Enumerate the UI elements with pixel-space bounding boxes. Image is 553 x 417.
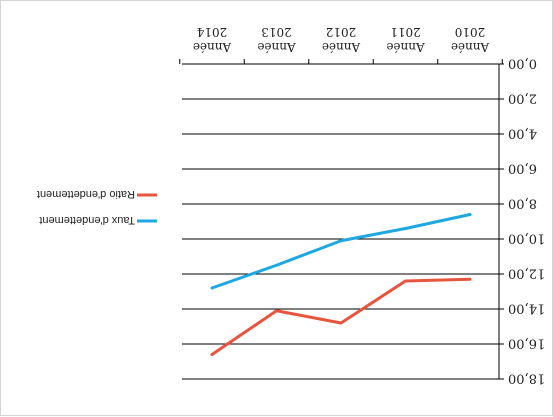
data-point xyxy=(275,309,278,313)
y-tick-label: 2,00 xyxy=(508,91,537,106)
series-lines xyxy=(210,213,472,356)
series-line xyxy=(210,213,472,290)
y-tick-label: 10,00 xyxy=(508,231,545,246)
y-tick-label: 12,00 xyxy=(508,266,545,281)
legend-label: Ratio d'endettement xyxy=(37,188,135,200)
y-tick-label: 8,00 xyxy=(508,196,537,211)
y-tick-label: 4,00 xyxy=(508,126,537,141)
data-point xyxy=(210,286,214,290)
legend: Taux d'endettement Ratio d'endettement xyxy=(37,188,157,226)
data-point xyxy=(339,239,343,243)
gridlines xyxy=(182,63,499,380)
y-tick-label: 16,00 xyxy=(508,336,545,351)
x-tick-labels: Année2010 Année2011 Année2012 Année2013 Anné… xyxy=(193,25,490,54)
y-tick-label: 14,00 xyxy=(508,301,545,316)
y-tick-label: 18,00 xyxy=(508,371,545,386)
data-point xyxy=(210,353,214,356)
data-point xyxy=(339,321,343,325)
data-point xyxy=(404,279,407,283)
data-point xyxy=(468,213,472,216)
x-tick-label: Année2012 xyxy=(322,25,361,54)
y-tick-label: 6,00 xyxy=(508,161,537,176)
legend-label: Taux d'endettement xyxy=(39,214,135,226)
series-line xyxy=(210,277,472,356)
x-tick-label: Année2013 xyxy=(257,25,296,54)
data-point xyxy=(404,227,407,230)
data-point xyxy=(275,263,278,267)
axes xyxy=(179,59,504,380)
y-tick-label: 0,00 xyxy=(508,56,537,71)
y-tick-labels: 0,00 2,00 4,00 6,00 8,00 10,00 12,00 14,00 16,00… xyxy=(508,56,545,386)
data-point xyxy=(468,277,472,281)
x-tick-label: Année2014 xyxy=(193,25,232,54)
x-tick-label: Année2011 xyxy=(386,25,425,54)
x-tick-label: Année2010 xyxy=(451,25,490,54)
